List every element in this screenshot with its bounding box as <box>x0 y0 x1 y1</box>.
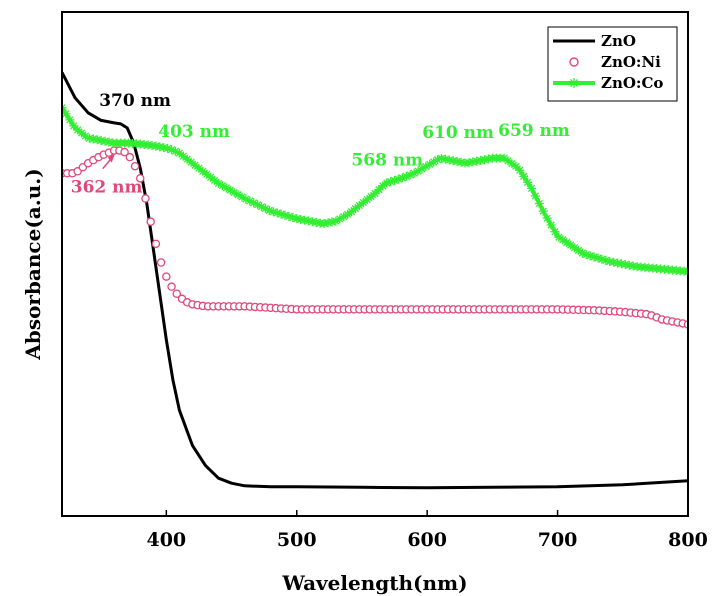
peak-label-568-nm: 568 nm <box>351 150 423 170</box>
series-zno-ni <box>62 146 688 329</box>
data-point-zno-co <box>245 196 255 206</box>
peak-label-370-nm: 370 nm <box>99 91 171 111</box>
data-point-zno-ni <box>167 282 176 291</box>
legend-label-zno: ZnO <box>601 32 636 50</box>
data-point-zno-co <box>542 213 552 223</box>
data-point-zno-co <box>425 159 435 169</box>
x-axis-title: Wavelength(nm) <box>281 571 467 595</box>
peak-label-362-nm: 362 nm <box>71 178 143 198</box>
data-point-zno-co <box>80 131 90 141</box>
legend-label-zno-ni: ZnO:Ni <box>601 53 661 71</box>
data-point-zno-co <box>546 220 556 230</box>
annotations: 370 nm 362 nm 403 nm 568 nm 610 nm 659 nm <box>71 91 570 198</box>
data-point-zno-ni <box>162 272 171 281</box>
data-point-zno-ni <box>156 258 166 267</box>
series-zno <box>62 71 688 490</box>
data-point-zno-co <box>370 188 380 198</box>
data-point-zno-ni <box>172 289 182 298</box>
data-point-zno-ni <box>135 174 145 183</box>
peak-label-659-nm: 659 nm <box>498 121 570 141</box>
data-point-zno-co <box>386 177 396 187</box>
x-tick-label: 700 <box>538 529 578 551</box>
data-point-zno-co <box>335 214 345 224</box>
data-point-zno-co <box>170 146 180 156</box>
data-point-zno-co <box>88 134 98 144</box>
y-axis-title: Absorbance(a.u.) <box>21 168 45 360</box>
series-layer <box>62 71 688 490</box>
data-point-zno-co <box>527 183 536 193</box>
legend-box <box>547 26 678 102</box>
data-point-zno-co <box>534 199 544 209</box>
data-point-zno-co <box>421 161 431 171</box>
peak-label-403-nm: 403 nm <box>158 122 230 142</box>
peak-label-610-nm: 610 nm <box>422 123 494 143</box>
data-point-zno-co <box>444 155 454 165</box>
series-line-zno <box>62 71 688 490</box>
data-point-zno-ni <box>120 147 129 157</box>
x-tick-label: 400 <box>146 529 186 551</box>
data-point-zno-co <box>683 267 688 277</box>
data-point-zno-ni <box>125 152 135 162</box>
data-point-zno-co <box>225 185 235 195</box>
data-point-zno-ni <box>151 239 161 249</box>
legend: ZnO ZnO:Ni ZnO:Co <box>547 26 678 102</box>
data-point-zno-ni <box>146 217 155 226</box>
data-point-zno-co <box>515 165 525 175</box>
x-axis: 400 500 600 700 800 <box>146 510 708 551</box>
data-point-zno-ni <box>130 161 140 171</box>
data-point-zno-ni <box>141 194 150 203</box>
x-tick-label: 800 <box>668 529 708 551</box>
series-zno-co <box>62 103 688 277</box>
data-point-zno-co <box>65 115 75 125</box>
legend-swatch-zno-ni <box>569 57 579 67</box>
peak-arrowhead-362 <box>107 153 115 163</box>
data-point-zno-co <box>550 227 560 237</box>
x-tick-label: 600 <box>407 529 447 551</box>
data-point-zno-co <box>519 171 529 181</box>
data-point-zno-co <box>397 173 407 183</box>
plot-frame <box>61 11 689 517</box>
data-point-zno-co <box>530 191 540 201</box>
data-point-zno-co <box>523 177 533 187</box>
data-point-zno-co <box>538 206 548 216</box>
legend-label-zno-co: ZnO:Co <box>601 74 663 92</box>
x-tick-label: 500 <box>277 529 317 551</box>
legend-marker-zno-co <box>569 78 579 88</box>
